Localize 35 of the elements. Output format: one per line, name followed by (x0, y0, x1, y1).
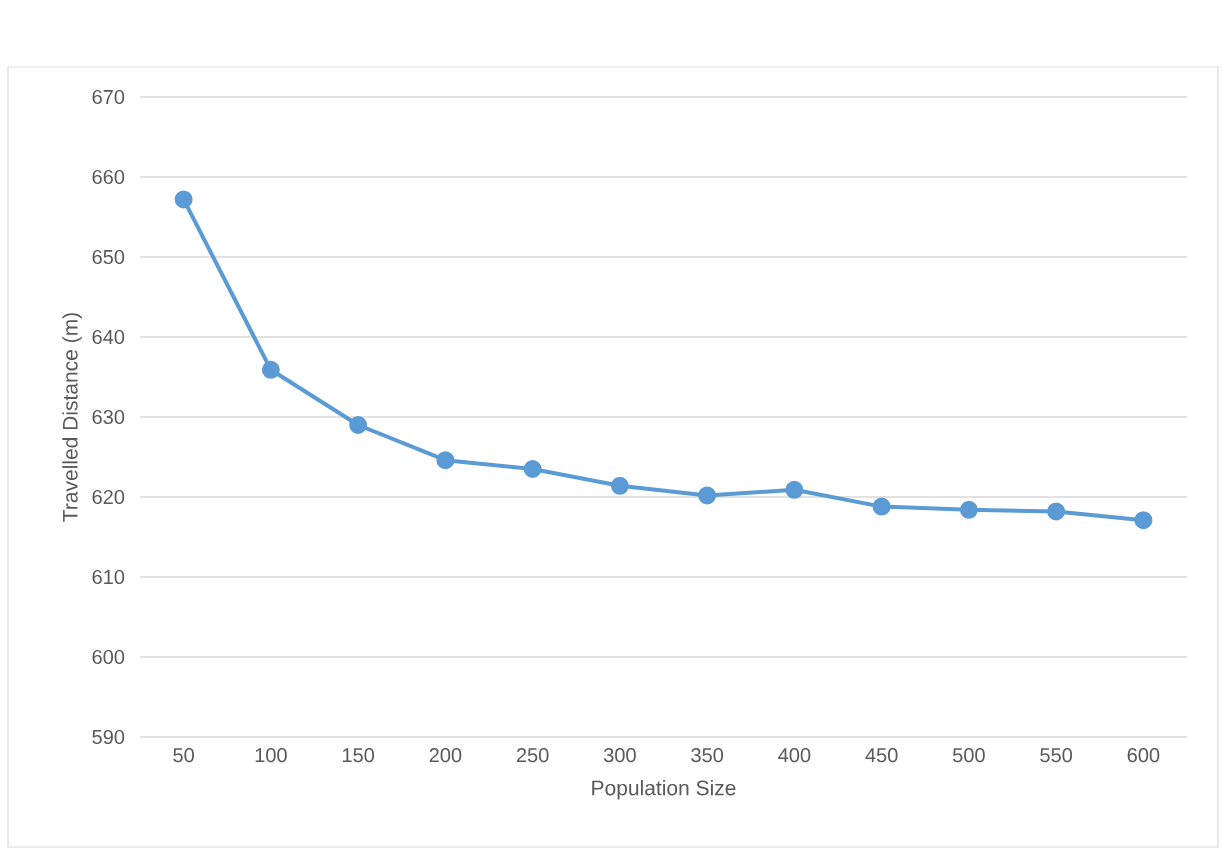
point (436, 451, 455, 470)
y-tick-label: 640 (92, 329, 125, 345)
x-tick-label: 200 (429, 748, 462, 763)
point (610, 476, 629, 495)
x-tick-label: 400 (778, 748, 811, 763)
x-tick-label: 150 (342, 748, 375, 763)
x-tick-label: 500 (953, 748, 985, 763)
x-tick-label: 350 (691, 748, 724, 763)
point (174, 190, 193, 209)
y-tick-label: 660 (92, 169, 125, 185)
y-tick-label: 630 (92, 409, 125, 425)
y-tick-label: 590 (92, 729, 125, 745)
x-axis-title: Population Size (592, 779, 736, 800)
x-tick-label: 600 (1127, 748, 1160, 763)
point (785, 480, 804, 499)
x-tick-label: 550 (1040, 748, 1073, 763)
point (698, 486, 717, 505)
x-tick-label: 300 (603, 748, 636, 763)
y-tick-label: 670 (92, 89, 125, 105)
point (1047, 502, 1066, 521)
y-tick-label: 600 (92, 649, 125, 665)
y-axis-title: Travelled Distance (m) (62, 313, 82, 522)
point (261, 360, 280, 379)
x-tick-label: 100 (255, 748, 287, 763)
x-tick-label: 450 (865, 748, 898, 763)
y-tick-label: 650 (92, 249, 125, 265)
point (959, 500, 978, 519)
point (1134, 511, 1153, 530)
x-tick-label: 50 (173, 748, 194, 763)
point (349, 416, 368, 434)
x-tick-label: 250 (516, 748, 549, 763)
y-tick-label: 620 (92, 489, 125, 505)
y-tick-label: 610 (92, 569, 125, 585)
point (872, 497, 891, 516)
point (523, 460, 542, 478)
